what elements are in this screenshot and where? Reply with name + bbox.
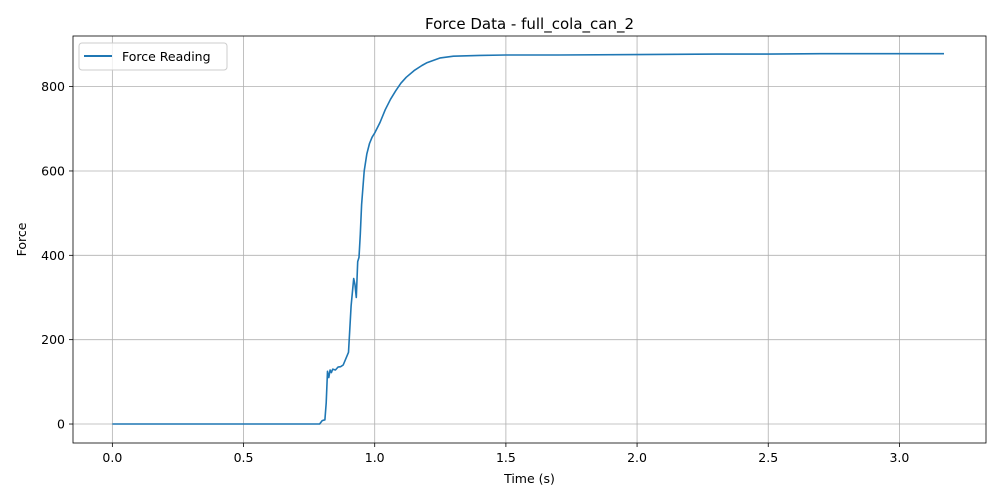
x-tick-label: 2.5 [758, 450, 778, 465]
legend: Force Reading [78, 42, 228, 71]
x-tick-label: 1.5 [496, 450, 516, 465]
tick-layer: 0.0 0.5 1.0 1.5 2.0 2.5 3.0 0 200 400 600 800 [41, 79, 909, 465]
legend-box [78, 42, 228, 71]
legend-label: Force Reading [122, 49, 211, 64]
y-tick-label: 800 [41, 79, 65, 94]
x-tick-label: 2.0 [627, 450, 647, 465]
y-tick-label: 0 [57, 417, 65, 432]
y-tick-label: 200 [41, 332, 65, 347]
series-line-0 [112, 52, 944, 425]
data-layer [112, 52, 944, 425]
x-tick-label: 0.0 [102, 450, 122, 465]
x-tick-label: 1.0 [365, 450, 385, 465]
plot-frame [72, 35, 987, 444]
x-axis-label: Time (s) [503, 471, 555, 486]
y-axis-label: Force [14, 222, 29, 256]
y-tick-label: 400 [41, 248, 65, 263]
chart-title: Force Data - full_cola_can_2 [425, 15, 634, 34]
y-tick-label: 600 [41, 163, 65, 178]
grid-lines [73, 36, 986, 443]
x-tick-label: 0.5 [234, 450, 254, 465]
x-tick-label: 3.0 [889, 450, 909, 465]
